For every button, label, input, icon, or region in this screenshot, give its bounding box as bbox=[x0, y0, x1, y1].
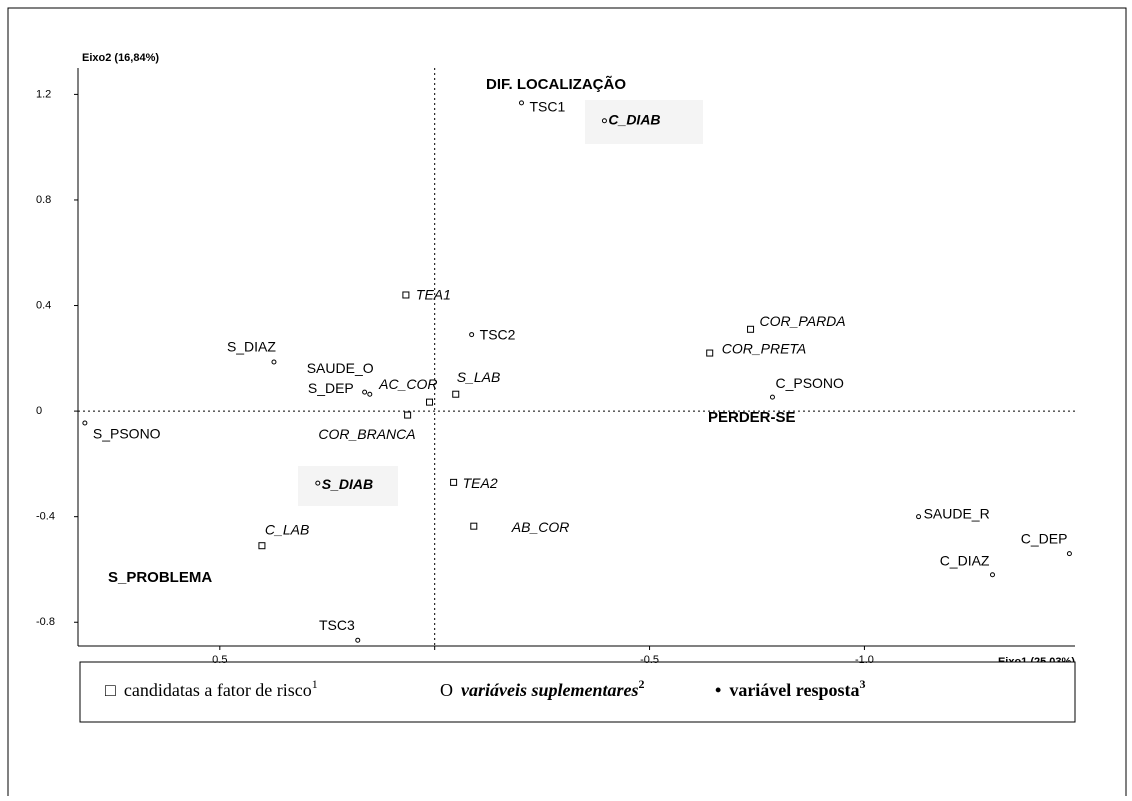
legend-superscript: 3 bbox=[859, 677, 865, 691]
x-tick-label: 0.5 bbox=[212, 654, 227, 666]
legend-symbol: • bbox=[715, 680, 721, 700]
point bbox=[367, 391, 373, 397]
point bbox=[452, 390, 460, 398]
point bbox=[402, 291, 410, 299]
y-tick-label: 0.8 bbox=[36, 194, 51, 206]
point-label: C_DEP bbox=[1021, 530, 1068, 546]
legend-label: variável resposta bbox=[729, 680, 859, 700]
point bbox=[1066, 551, 1072, 557]
point-label: S_DIAB bbox=[322, 476, 373, 492]
y-tick-label: -0.8 bbox=[36, 616, 55, 628]
point-label: S_LAB bbox=[457, 369, 501, 385]
legend-label: variáveis suplementares bbox=[461, 680, 639, 700]
point-label: AC_COR bbox=[378, 376, 437, 392]
point-label: COR_PRETA bbox=[722, 341, 807, 357]
point bbox=[355, 637, 361, 643]
point bbox=[258, 542, 266, 550]
point bbox=[470, 522, 478, 530]
legend-entry: □ candidatas a fator de risco1 bbox=[105, 677, 318, 700]
point bbox=[916, 514, 922, 520]
point-label: S_DEP bbox=[308, 380, 354, 396]
point bbox=[82, 420, 88, 426]
point-label: C_DIAZ bbox=[940, 552, 990, 568]
point bbox=[426, 398, 434, 406]
point bbox=[601, 118, 607, 124]
point bbox=[469, 332, 475, 338]
point-label: TSC2 bbox=[480, 326, 516, 342]
point bbox=[747, 325, 755, 333]
point bbox=[404, 411, 412, 419]
legend-symbol: □ bbox=[105, 680, 116, 700]
point bbox=[518, 100, 524, 106]
point bbox=[362, 389, 368, 395]
point bbox=[271, 359, 277, 365]
legend-label: candidatas a fator de risco bbox=[124, 680, 312, 700]
point-label: COR_BRANCA bbox=[318, 426, 415, 442]
point-label: SAUDE_O bbox=[307, 360, 374, 376]
annotation: S_PROBLEMA bbox=[108, 569, 212, 586]
point-label: AB_COR bbox=[511, 519, 570, 535]
x-tick-label: -1.0 bbox=[855, 654, 874, 666]
x-tick-label: -0.5 bbox=[640, 654, 659, 666]
legend-superscript: 2 bbox=[639, 677, 645, 691]
y-tick-label: 1.2 bbox=[36, 88, 51, 100]
point-label: S_PSONO bbox=[93, 426, 161, 442]
legend-box bbox=[79, 661, 1076, 723]
legend-symbol: O bbox=[440, 680, 453, 700]
y-tick-label: -0.4 bbox=[36, 511, 55, 523]
point-label: SAUDE_R bbox=[924, 505, 990, 521]
legend-entry: • variável resposta3 bbox=[715, 677, 865, 700]
point-label: S_DIAZ bbox=[227, 339, 276, 355]
point bbox=[706, 349, 714, 357]
point-label: C_PSONO bbox=[775, 375, 844, 391]
point-label: TSC1 bbox=[529, 99, 565, 115]
point bbox=[315, 480, 321, 486]
y-axis-title: Eixo2 (16,84%) bbox=[82, 52, 159, 64]
y-tick-label: 0.4 bbox=[36, 299, 51, 311]
point-label: COR_PARDA bbox=[760, 313, 846, 329]
y-tick-label: 0 bbox=[36, 405, 42, 417]
point-label: TSC3 bbox=[319, 617, 355, 633]
legend-superscript: 1 bbox=[312, 677, 318, 691]
point-label: TEA1 bbox=[416, 287, 451, 303]
point-label: TEA2 bbox=[463, 475, 498, 491]
point-label: C_DIAB bbox=[608, 111, 660, 127]
highlight-box bbox=[298, 466, 398, 506]
annotation: DIF. LOCALIZAÇÃO bbox=[486, 75, 626, 93]
outer-frame bbox=[7, 7, 1127, 801]
point bbox=[769, 394, 775, 400]
point bbox=[450, 478, 458, 486]
point-label: C_LAB bbox=[265, 521, 309, 537]
point bbox=[989, 572, 995, 578]
annotation: PERDER-SE bbox=[708, 409, 796, 426]
